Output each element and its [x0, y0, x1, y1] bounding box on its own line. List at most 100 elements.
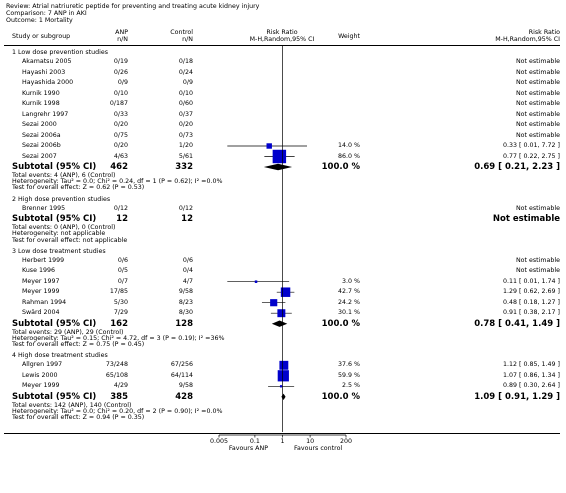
col-anp-sub: n/N [117, 36, 128, 43]
study-anp-value: 5/30 [113, 298, 128, 306]
study-ci-text: Not estimable [515, 58, 560, 65]
study-control-value: 0/60 [178, 100, 193, 107]
subtotal-ci-text: 0.78 [ 0.41, 1.49 ] [474, 318, 560, 329]
favours-right-label: Favours control [294, 445, 343, 452]
favours-left-label: Favours ANP [228, 445, 268, 452]
study-name: Brenner 1995 [22, 204, 66, 212]
study-control-value: 67/256 [170, 361, 193, 369]
study-anp-value: 0/187 [109, 100, 128, 107]
study-ci-text: Not estimable [515, 204, 560, 212]
study-ci-text: 1.29 [ 0.62, 2.69 ] [503, 288, 560, 296]
col-rr-header: Risk Ratio [266, 29, 298, 36]
col-rr2-sub: M-H,Random,95% CI [495, 36, 560, 43]
subgroup-note: Heterogeneity: not applicable [12, 230, 106, 238]
group-title: 3 Low dose treatment studies [12, 247, 106, 255]
study-weight: 42.7 % [337, 288, 360, 296]
study-ci-text: 0.11 [ 0.01, 1.74 ] [503, 277, 560, 285]
study-weight: 2.5 % [342, 382, 360, 390]
study-ci-text: 0.48 [ 0.18, 1.27 ] [503, 298, 560, 306]
study-anp-value: 0/75 [113, 131, 128, 139]
study-name: Meyer 1999 [22, 382, 60, 390]
study-control-value: 0/4 [182, 267, 193, 275]
study-control-value: 0/18 [178, 58, 193, 65]
study-weight: 30.1 % [337, 309, 360, 317]
subtotal-anp: 385 [110, 391, 128, 402]
study-name: Sezai 2007 [22, 152, 57, 160]
study-name: Allgren 1997 [22, 361, 63, 369]
subgroup-note: Test for overall effect: Z = 0.62 (P = 0… [12, 184, 145, 192]
study-name: Kuse 1996 [22, 267, 55, 275]
study-ci-text: Not estimable [515, 256, 560, 264]
study-anp-value: 17/85 [109, 288, 128, 296]
study-ci-text: 1.07 [ 0.86, 1.34 ] [503, 371, 560, 379]
subgroup-note: Heterogeneity: Tau² = 0.0; Chi² = 0.20, … [12, 408, 223, 415]
subtotal-anp: 462 [110, 162, 128, 172]
study-control-value: 9/58 [178, 382, 193, 390]
subtotal-label: Subtotal (95% CI) [12, 318, 97, 329]
subgroup-note: Total events: 142 (ANP), 140 (Control) [12, 401, 132, 409]
study-ci-text: 1.12 [ 0.85, 1.49 ] [503, 361, 560, 369]
study-control-value: 0/37 [178, 110, 193, 118]
study-name: Sezai 2000 [22, 121, 57, 128]
subtotal-weight: 100.0 % [321, 162, 360, 172]
study-control-value: 0/73 [178, 131, 193, 139]
comparison-title: Comparison: 7 ANP in AKI [6, 10, 87, 17]
col-anp-header: ANP [115, 29, 128, 36]
subtotal-weight: 100.0 % [321, 318, 360, 329]
study-anp-value: 0/5 [117, 267, 128, 275]
study-name: Hayashida 2000 [22, 79, 74, 86]
study-name: Kurnik 1990 [22, 89, 60, 97]
study-anp-value: 4/63 [113, 152, 128, 160]
subtotal-ci-text: 1.09 [ 0.91, 1.29 ] [474, 391, 560, 402]
study-box [277, 309, 286, 318]
study-ci-text: 0.91 [ 0.38, 2.17 ] [503, 309, 560, 317]
x-tick-label: 200 [339, 438, 353, 445]
study-anp-value: 0/33 [113, 110, 128, 118]
study-ci-text: Not estimable [515, 110, 560, 118]
study-box [270, 299, 278, 307]
study-box [266, 143, 272, 149]
subtotal-control: 428 [175, 391, 193, 402]
col-control-sub: n/N [182, 36, 193, 43]
subgroup-note: Test for overall effect: Z = 0.94 (P = 0… [12, 414, 145, 422]
study-control-value: 0/24 [178, 68, 193, 76]
subgroup-note: Heterogeneity: Tau² = 0.0; Chi² = 0.24, … [12, 178, 223, 186]
study-control-value: 64/114 [170, 371, 193, 379]
study-name: Herbert 1999 [22, 256, 65, 264]
study-name: Swärd 2004 [22, 309, 60, 317]
study-name: Hayashi 2003 [22, 68, 66, 76]
study-ci-text: Not estimable [515, 131, 560, 139]
subgroup-note: Heterogeneity: Tau² = 0.15; Chi² = 4.72,… [12, 334, 225, 342]
review-title: Review: Atrial natriuretic peptide for p… [6, 3, 260, 10]
study-control-value: 4/7 [182, 277, 193, 285]
study-control-value: 0/6 [182, 256, 193, 264]
study-control-value: 8/30 [178, 309, 193, 317]
subtotal-label: Subtotal (95% CI) [12, 214, 97, 225]
study-ci-text: Not estimable [515, 100, 560, 107]
study-box [279, 360, 289, 370]
study-box [280, 287, 291, 297]
subtotal-diamond [263, 163, 293, 171]
study-weight: 86.0 % [337, 152, 360, 160]
study-ci-text: Not estimable [515, 68, 560, 76]
study-name: Meyer 1997 [22, 277, 60, 285]
study-ci-text: 0.77 [ 0.22, 2.75 ] [503, 152, 560, 160]
study-control-value: 0/20 [178, 121, 193, 128]
subgroup-note: Total events: 4 (ANP), 6 (Control) [12, 172, 116, 179]
study-anp-value: 73/248 [105, 361, 128, 369]
subtotal-control: 12 [181, 214, 193, 225]
study-control-value: 0/12 [178, 204, 193, 212]
x-tick-label: 1 [280, 438, 285, 445]
study-anp-value: 4/29 [113, 382, 128, 390]
footer-rule [4, 433, 560, 434]
study-name: Sezai 2006b [22, 142, 61, 149]
study-name: Meyer 1999 [22, 288, 60, 296]
subtotal-anp: 12 [116, 214, 128, 225]
subgroup-note: Total events: 0 (ANP), 0 (Control) [12, 224, 116, 232]
study-box [254, 280, 258, 283]
group-title: 1 Low dose prevention studies [12, 49, 109, 56]
header-rule [4, 45, 560, 46]
study-box [279, 385, 283, 388]
x-tick-label: 10 [306, 438, 315, 445]
study-control-value: 8/23 [178, 298, 193, 306]
